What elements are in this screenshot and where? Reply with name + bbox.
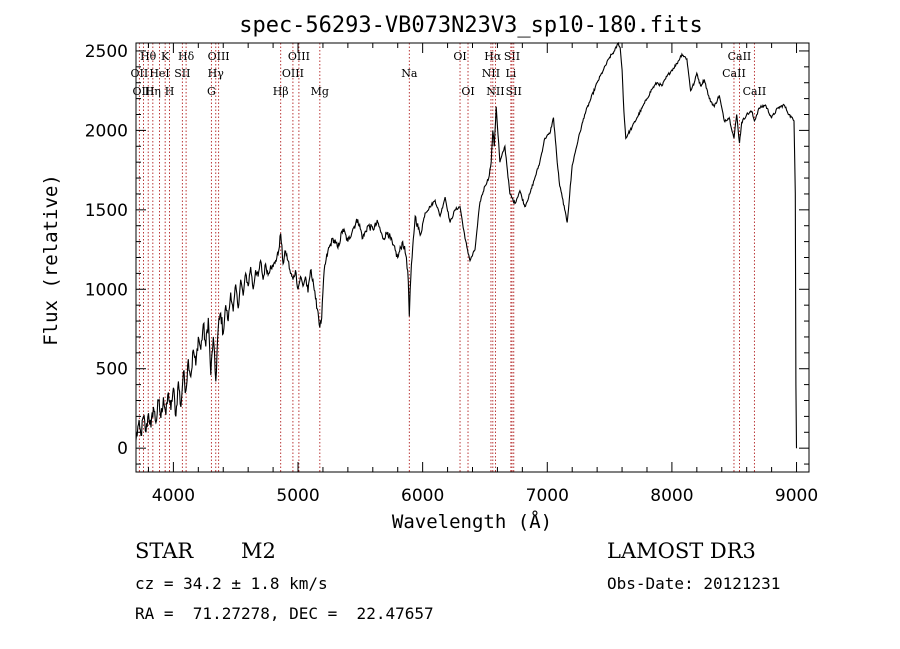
marker-label: Hδ bbox=[178, 50, 195, 63]
y-tick-label: 0 bbox=[117, 439, 128, 459]
x-tick-label: 8000 bbox=[650, 486, 693, 506]
marker-label: SII bbox=[506, 85, 522, 98]
coordinates: RA = 71.27278, DEC = 22.47657 bbox=[135, 604, 434, 623]
x-tick-label: 4000 bbox=[152, 486, 195, 506]
marker-label: Hγ bbox=[208, 67, 225, 80]
y-axis-label: Flux (relative) bbox=[40, 174, 62, 346]
marker-label: Li bbox=[505, 67, 516, 80]
marker-label: HeI bbox=[149, 67, 169, 80]
marker-label: CaII bbox=[743, 85, 767, 98]
marker-label: Hβ bbox=[273, 85, 289, 98]
x-axis-label: Wavelength (Å) bbox=[392, 510, 552, 533]
marker-label: NII bbox=[482, 67, 500, 80]
x-tick-label: 5000 bbox=[276, 486, 319, 506]
marker-label: OII bbox=[131, 67, 149, 80]
plot-frame bbox=[135, 42, 810, 473]
marker-label: OIII bbox=[282, 67, 304, 80]
marker-label: OI bbox=[453, 50, 466, 63]
observation-date: Obs-Date: 20121231 bbox=[607, 574, 781, 593]
marker-label: OI bbox=[461, 85, 474, 98]
x-tick-label: 9000 bbox=[775, 486, 818, 506]
marker-label: Hα bbox=[484, 50, 502, 63]
y-tick-label: 1000 bbox=[85, 280, 128, 300]
marker-label: K bbox=[161, 50, 170, 63]
marker-label: CaII bbox=[728, 50, 752, 63]
object-type: STAR bbox=[135, 539, 194, 563]
marker-label: NII bbox=[486, 85, 504, 98]
marker-label: Na bbox=[401, 67, 418, 80]
object-subclass: M2 bbox=[241, 539, 276, 563]
y-tick-label: 500 bbox=[96, 360, 128, 380]
marker-label: H bbox=[165, 85, 175, 98]
x-tick-label: 6000 bbox=[401, 486, 444, 506]
marker-label: Mg bbox=[311, 85, 329, 98]
chart-title: spec-56293-VB073N23V3_sp10-180.fits bbox=[239, 13, 703, 38]
marker-label: SII bbox=[504, 50, 520, 63]
marker-label: G bbox=[207, 85, 216, 98]
marker-label: CaII bbox=[722, 67, 746, 80]
y-tick-label: 2500 bbox=[85, 42, 128, 62]
marker-label: OIII bbox=[208, 50, 230, 63]
spectrum-figure: spec-56293-VB073N23V3_sp10-180.fits Hθ K H… bbox=[40, 13, 818, 533]
spectrum-line bbox=[135, 41, 798, 449]
y-tick-label: 1500 bbox=[85, 201, 128, 221]
redshift-velocity: cz = 34.2 ± 1.8 km/s bbox=[135, 574, 328, 593]
marker-label: Hθ bbox=[140, 50, 157, 63]
marker-label: Hη bbox=[145, 85, 161, 98]
survey-name: LAMOST DR3 bbox=[607, 539, 756, 563]
axis-ticks: 4000 5000 6000 7000 8000 9000 0 500 1000 1500 2000… bbox=[85, 42, 818, 506]
marker-label: SII bbox=[174, 67, 190, 80]
y-tick-label: 2000 bbox=[85, 121, 128, 141]
x-tick-label: 7000 bbox=[526, 486, 569, 506]
marker-label: OIII bbox=[288, 50, 310, 63]
marker-label: OIII bbox=[132, 85, 154, 98]
